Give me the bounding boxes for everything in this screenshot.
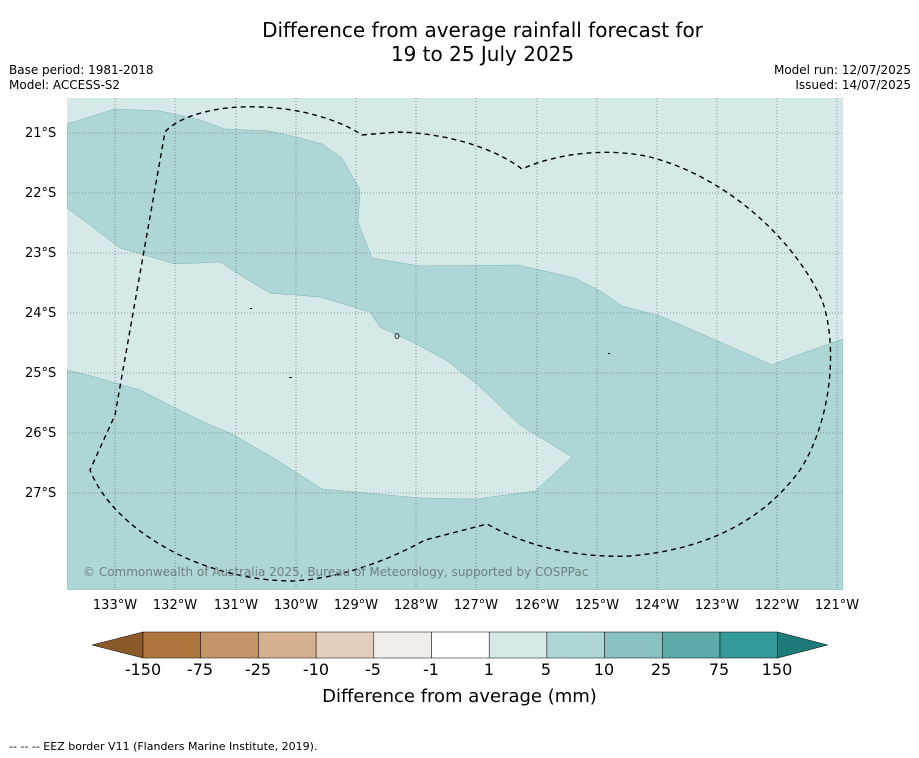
colorbar-tick: 10 <box>593 660 615 679</box>
lat-label: 24°S <box>25 306 57 321</box>
colorbar-segment <box>431 631 490 659</box>
colorbar-extend-low <box>91 631 144 659</box>
meta-right: Model run: 12/07/2025 Issued: 14/07/2025 <box>774 63 911 93</box>
colorbar-tick: -150 <box>124 660 162 679</box>
colorbar-tick: 5 <box>540 660 552 679</box>
lon-label: 123°W <box>694 598 740 613</box>
title-line-2: 19 to 25 July 2025 <box>390 42 575 66</box>
forecast-map <box>67 98 843 590</box>
colorbar-label: Difference from average (mm) <box>322 686 597 707</box>
meta-left: Base period: 1981-2018 Model: ACCESS-S2 <box>9 63 154 93</box>
title-line-1: Difference from average rainfall forecas… <box>262 18 703 42</box>
colorbar-tick: 1 <box>483 660 495 679</box>
lat-label: 26°S <box>25 426 57 441</box>
island <box>394 333 400 339</box>
colorbar-tick: 150 <box>761 660 793 679</box>
lon-label: 133°W <box>92 598 138 613</box>
island <box>289 377 292 378</box>
colorbar-segment <box>604 631 663 659</box>
lon-label: 128°W <box>393 598 439 613</box>
base-period: Base period: 1981-2018 <box>9 63 154 77</box>
colorbar-segment <box>719 631 778 659</box>
lon-label: 121°W <box>814 598 860 613</box>
eez-border <box>89 106 832 582</box>
lon-label: 124°W <box>634 598 680 613</box>
lon-label: 126°W <box>514 598 560 613</box>
colorbar-segment <box>546 631 605 659</box>
chart-title: Difference from average rainfall forecas… <box>0 18 919 66</box>
rain-band-upper <box>67 108 843 590</box>
island <box>250 308 252 309</box>
lat-label: 25°S <box>25 366 57 381</box>
lon-label: 127°W <box>453 598 499 613</box>
eez-footnote: -- -- -- EEZ border V11 (Flanders Marine… <box>9 740 318 753</box>
colorbar-tick: -1 <box>423 660 439 679</box>
islands <box>250 308 610 378</box>
copyright-notice: © Commonwealth of Australia 2025, Bureau… <box>83 565 589 579</box>
lon-label: 130°W <box>273 598 319 613</box>
lon-label: 122°W <box>754 598 800 613</box>
colorbar-tick: 25 <box>650 660 672 679</box>
colorbar-segment <box>488 631 548 659</box>
lon-label: 125°W <box>574 598 620 613</box>
lat-label: 22°S <box>25 186 57 201</box>
lat-label: 27°S <box>25 486 57 501</box>
colorbar-tick: -10 <box>302 660 330 679</box>
issued-date: Issued: 14/07/2025 <box>795 78 911 92</box>
model-name: Model: ACCESS-S2 <box>9 78 121 92</box>
island <box>608 353 610 354</box>
lon-label: 132°W <box>152 598 198 613</box>
colorbar-tick: -5 <box>365 660 381 679</box>
model-run: Model run: 12/07/2025 <box>773 63 911 77</box>
lat-label: 23°S <box>25 246 57 261</box>
colorbar-segment <box>258 631 317 659</box>
colorbar <box>91 631 829 659</box>
colorbar-segment <box>662 631 721 659</box>
lon-label: 129°W <box>333 598 379 613</box>
colorbar-tick: -25 <box>244 660 272 679</box>
colorbar-extend-high <box>777 631 829 659</box>
colorbar-segment <box>200 631 259 659</box>
lat-label: 21°S <box>25 126 57 141</box>
lon-label: 131°W <box>213 598 259 613</box>
colorbar-tick: -75 <box>186 660 214 679</box>
colorbar-segment <box>315 631 375 659</box>
gridlines <box>67 98 843 590</box>
colorbar-tick: 75 <box>708 660 730 679</box>
colorbar-segment <box>373 631 432 659</box>
colorbar-segment <box>142 631 201 659</box>
